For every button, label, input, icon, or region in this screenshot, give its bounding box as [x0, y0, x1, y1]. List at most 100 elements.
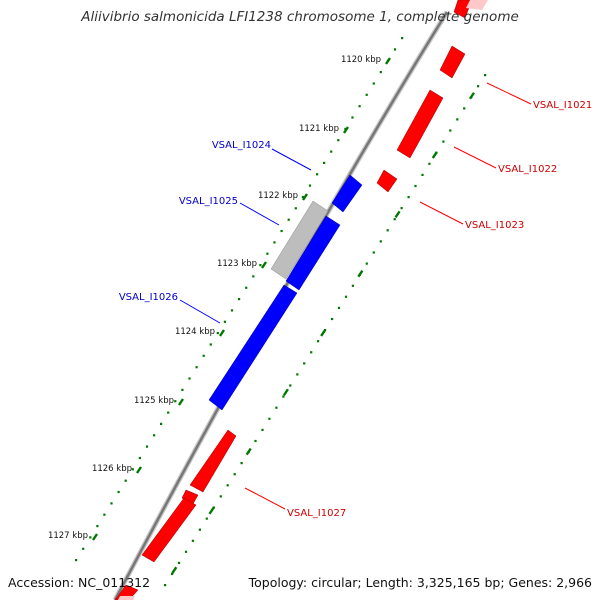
guide-dot-inner	[103, 513, 106, 516]
guide-dot-inner	[117, 490, 120, 494]
scale-tick-mark	[92, 533, 98, 541]
guide-dot-inner	[259, 264, 262, 267]
guide-dot-outer	[177, 561, 181, 564]
scale-tick-label: 1127 kbp	[48, 531, 88, 541]
guide-dot-inner	[372, 82, 375, 85]
guide-dot-inner	[316, 173, 319, 176]
guide-dot-inner	[188, 377, 191, 380]
guide-dot-inner	[238, 298, 241, 301]
gene-feature-vsal-i1021	[439, 45, 466, 79]
guide-dot-inner	[202, 354, 205, 357]
accession-text: Accession: NC_011312	[8, 575, 150, 590]
guide-dot-outer	[310, 351, 313, 354]
guide-dot-inner	[160, 422, 163, 425]
leader-line-vsal-i1026	[179, 299, 221, 324]
guide-dot-outer	[365, 262, 368, 265]
scale-tick-label: 1123 kbp	[217, 259, 257, 269]
guide-dot-inner	[401, 37, 404, 40]
outer-tick-mark	[357, 269, 364, 278]
outer-tick-mark	[282, 388, 289, 396]
guide-dot-inner	[337, 139, 340, 142]
scale-tick-label: 1126 kbp	[92, 464, 132, 474]
gene-label-vsal-i1026[interactable]: VSAL_I1026	[119, 292, 178, 303]
outer-tick-mark	[394, 210, 401, 219]
leader-line-vsal-i1022	[453, 146, 497, 169]
gene-feature-vsal-i1027	[141, 497, 197, 563]
leader-line-vsal-i1023	[419, 201, 464, 225]
guide-dot-outer	[372, 251, 375, 254]
guide-dot-outer	[428, 162, 431, 165]
guide-dot-inner	[308, 184, 312, 187]
guide-dot-outer	[400, 207, 403, 210]
scale-tick-label: 1120 kbp	[341, 55, 381, 65]
gene-label-vsal-i1025[interactable]: VSAL_I1025	[179, 196, 238, 207]
guide-dot-inner	[379, 71, 382, 74]
guide-dot-inner	[82, 547, 85, 550]
guide-dot-outer	[379, 240, 382, 243]
guide-dot-outer	[171, 572, 174, 576]
guide-dot-outer	[317, 340, 320, 343]
gene-feature-red-1027a	[189, 429, 237, 493]
guide-dot-outer	[233, 473, 236, 476]
guide-dot-inner	[153, 434, 156, 437]
guide-dot-inner	[110, 502, 113, 505]
guide-dot-inner	[365, 93, 368, 96]
gene-feature-vsal-i1025-strip	[285, 215, 341, 291]
scale-tick-mark	[178, 398, 184, 406]
outer-tick-mark	[208, 507, 215, 515]
guide-dot-inner	[75, 559, 78, 562]
genome-summary-text: Topology: circular; Length: 3,325,165 bp…	[248, 575, 592, 590]
leader-line-vsal-i1027	[244, 487, 286, 510]
outer-tick-mark	[171, 566, 178, 574]
scale-tick-label: 1125 kbp	[134, 396, 174, 406]
guide-dot-outer	[421, 173, 424, 176]
guide-dot-inner	[195, 366, 198, 369]
guide-dot-outer	[289, 384, 292, 387]
guide-dot-inner	[145, 445, 149, 448]
outer-tick-mark	[468, 92, 475, 100]
guide-dot-inner	[216, 332, 219, 335]
guide-dot-outer	[226, 484, 229, 487]
gene-label-vsal-i1024[interactable]: VSAL_I1024	[212, 140, 271, 151]
scale-tick-mark	[343, 126, 349, 134]
guide-dot-inner	[330, 150, 333, 153]
guide-dot-inner	[96, 525, 99, 528]
guide-dot-inner	[266, 252, 269, 255]
guide-dot-outer	[205, 517, 208, 520]
guide-dot-inner	[124, 479, 127, 482]
guide-dot-outer	[456, 118, 459, 121]
outer-tick-mark	[431, 151, 438, 159]
guide-dot-outer	[393, 218, 396, 221]
guide-dot-inner	[287, 218, 290, 221]
guide-dot-outer	[184, 550, 188, 553]
guide-dot-inner	[351, 116, 354, 119]
scale-tick-mark	[136, 466, 142, 474]
guide-dot-outer	[275, 406, 278, 409]
leader-line-vsal-i1024	[271, 148, 312, 171]
scale-tick-label: 1122 kbp	[258, 191, 298, 201]
guide-dot-outer	[442, 140, 445, 143]
guide-dot-inner	[181, 388, 184, 391]
gene-feature-vsal-i1024	[331, 174, 363, 213]
guide-dot-inner	[245, 286, 248, 289]
scale-tick-mark	[219, 329, 225, 337]
gene-label-vsal-i1027[interactable]: VSAL_I1027	[287, 508, 346, 519]
gene-label-vsal-i1023[interactable]: VSAL_I1023	[465, 220, 524, 231]
guide-dot-inner	[131, 468, 134, 471]
gene-feature-vsal-i1022	[396, 89, 444, 159]
guide-dot-inner	[167, 411, 170, 414]
guide-dot-outer	[268, 417, 271, 420]
guide-dot-inner	[358, 105, 361, 108]
guide-dot-inner	[252, 275, 255, 278]
scale-tick-label: 1124 kbp	[175, 327, 215, 337]
gene-label-vsal-i1022[interactable]: VSAL_I1022	[498, 164, 557, 175]
scale-tick-mark	[385, 57, 391, 65]
leader-line-vsal-i1021	[486, 82, 532, 105]
guide-dot-outer	[331, 317, 334, 321]
guide-dot-outer	[240, 462, 243, 465]
gene-label-vsal-i1021[interactable]: VSAL_I1021	[533, 100, 592, 111]
gene-feature-vsal-i1025	[270, 200, 329, 280]
guide-dot-outer	[449, 129, 452, 132]
scale-tick-mark	[302, 193, 308, 201]
guide-dot-inner	[323, 161, 326, 164]
